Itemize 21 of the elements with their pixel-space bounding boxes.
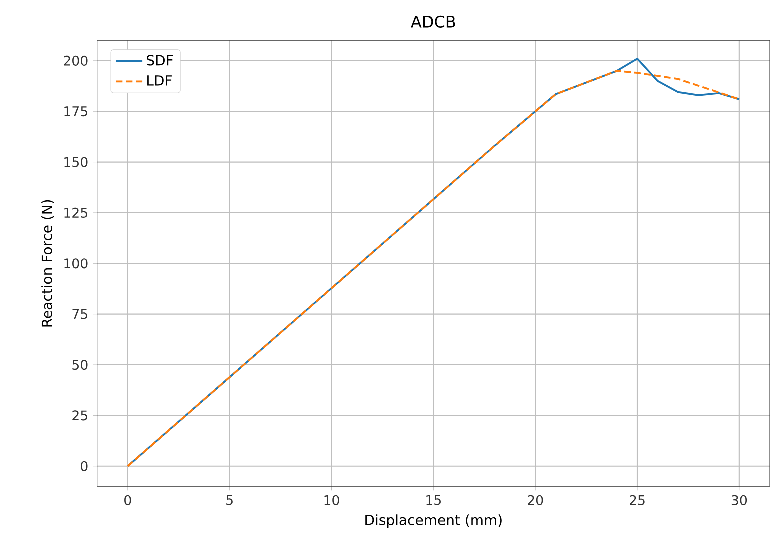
- y-tick-label: 125: [64, 208, 88, 218]
- y-axis-title: Reaction Force (N): [42, 200, 54, 327]
- y-tick-label: 0: [81, 461, 88, 472]
- y-tick-label: 50: [72, 360, 88, 370]
- y-tick-label: 175: [64, 106, 88, 117]
- chart-title: ADCB: [411, 16, 456, 28]
- x-tick-label: 25: [630, 495, 645, 506]
- x-axis-title: Displacement (mm): [366, 514, 502, 528]
- y-tick-label: 25: [72, 410, 88, 421]
- legend-label: SDF: [147, 55, 174, 66]
- x-tick-label: 10: [324, 495, 340, 506]
- legend-label: LDF: [148, 76, 172, 86]
- x-tick-label: 0: [124, 495, 132, 506]
- y-tick-label: 100: [64, 258, 88, 269]
- x-tick-label: 15: [426, 495, 441, 506]
- x-tick-label: 5: [226, 495, 233, 506]
- x-tick-label: 20: [528, 495, 544, 506]
- y-tick-label: 150: [64, 157, 88, 168]
- y-tick-label: 200: [64, 56, 88, 66]
- y-tick-label: 75: [72, 309, 88, 320]
- x-tick-label: 30: [732, 495, 748, 506]
